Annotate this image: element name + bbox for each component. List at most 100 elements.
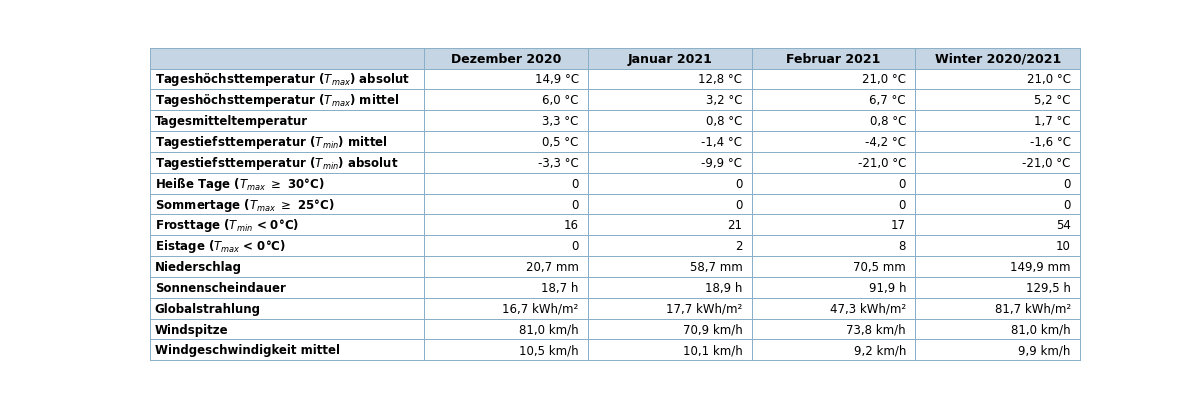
Text: 0,5 °C: 0,5 °C — [542, 136, 578, 149]
Text: Januar 2021: Januar 2021 — [628, 53, 713, 66]
Bar — [150, 319, 425, 340]
Bar — [150, 256, 425, 277]
Text: 81,0 km/h: 81,0 km/h — [1012, 323, 1070, 336]
Bar — [751, 236, 916, 256]
Text: 20,7 mm: 20,7 mm — [526, 260, 578, 273]
Text: 0: 0 — [899, 177, 906, 190]
Text: 8: 8 — [899, 240, 906, 253]
Text: 16,7 kWh/m²: 16,7 kWh/m² — [503, 302, 578, 315]
Bar — [425, 215, 588, 236]
Text: Tagestiefsttemperatur ($T_{min}$) absolut: Tagestiefsttemperatur ($T_{min}$) absolu… — [155, 154, 398, 171]
Bar — [751, 215, 916, 236]
Text: 3,2 °C: 3,2 °C — [706, 94, 743, 107]
Text: Windspitze: Windspitze — [155, 323, 228, 336]
Bar — [916, 132, 1080, 153]
Text: -1,6 °C: -1,6 °C — [1030, 136, 1070, 149]
Bar — [588, 173, 751, 194]
Bar — [588, 69, 751, 90]
Text: Niederschlag: Niederschlag — [155, 260, 241, 273]
Bar — [588, 298, 751, 319]
Bar — [916, 111, 1080, 132]
Text: 58,7 mm: 58,7 mm — [690, 260, 743, 273]
Text: 91,9 h: 91,9 h — [869, 281, 906, 294]
Text: 0: 0 — [736, 198, 743, 211]
Bar — [588, 194, 751, 215]
Text: -9,9 °C: -9,9 °C — [702, 156, 743, 169]
Text: Windgeschwindigkeit mittel: Windgeschwindigkeit mittel — [155, 343, 340, 356]
Bar — [751, 256, 916, 277]
Text: 81,0 km/h: 81,0 km/h — [520, 323, 578, 336]
Bar — [150, 194, 425, 215]
Text: 6,7 °C: 6,7 °C — [870, 94, 906, 107]
Text: 3,3 °C: 3,3 °C — [542, 115, 578, 128]
Text: Tageshöchsttemperatur ($T_{max}$) mittel: Tageshöchsttemperatur ($T_{max}$) mittel — [155, 92, 398, 109]
Bar — [916, 90, 1080, 111]
Text: Globalstrahlung: Globalstrahlung — [155, 302, 260, 315]
Text: 129,5 h: 129,5 h — [1026, 281, 1070, 294]
Bar — [425, 111, 588, 132]
Text: -4,2 °C: -4,2 °C — [865, 136, 906, 149]
Text: 47,3 kWh/m²: 47,3 kWh/m² — [830, 302, 906, 315]
Bar — [916, 236, 1080, 256]
Text: 0: 0 — [899, 198, 906, 211]
Bar — [425, 256, 588, 277]
Text: Heiße Tage ($T_{max}$ $\geq$ 30°C): Heiße Tage ($T_{max}$ $\geq$ 30°C) — [155, 175, 324, 192]
Bar — [751, 173, 916, 194]
Text: 21,0 °C: 21,0 °C — [862, 73, 906, 86]
Text: 0: 0 — [1063, 198, 1070, 211]
Text: Tagestiefsttemperatur ($T_{min}$) mittel: Tagestiefsttemperatur ($T_{min}$) mittel — [155, 134, 388, 151]
Text: -3,3 °C: -3,3 °C — [538, 156, 578, 169]
Bar — [150, 298, 425, 319]
Text: Tageshöchsttemperatur ($T_{max}$) absolut: Tageshöchsttemperatur ($T_{max}$) absolu… — [155, 71, 409, 88]
Text: 18,9 h: 18,9 h — [706, 281, 743, 294]
Text: 10: 10 — [1056, 240, 1070, 253]
Bar — [425, 340, 588, 360]
Bar — [751, 49, 916, 69]
Bar — [588, 256, 751, 277]
Text: -21,0 °C: -21,0 °C — [1022, 156, 1070, 169]
Text: 5,2 °C: 5,2 °C — [1034, 94, 1070, 107]
Bar — [588, 49, 751, 69]
Bar — [916, 153, 1080, 173]
Bar — [150, 69, 425, 90]
Text: 0,8 °C: 0,8 °C — [706, 115, 743, 128]
Bar — [751, 298, 916, 319]
Bar — [150, 236, 425, 256]
Text: 21,0 °C: 21,0 °C — [1027, 73, 1070, 86]
Text: 70,9 km/h: 70,9 km/h — [683, 323, 743, 336]
Bar — [916, 298, 1080, 319]
Text: 54: 54 — [1056, 219, 1070, 232]
Text: 0: 0 — [571, 240, 578, 253]
Bar — [425, 173, 588, 194]
Bar — [916, 277, 1080, 298]
Text: 2: 2 — [734, 240, 743, 253]
Bar — [588, 90, 751, 111]
Text: 6,0 °C: 6,0 °C — [542, 94, 578, 107]
Text: 81,7 kWh/m²: 81,7 kWh/m² — [995, 302, 1070, 315]
Text: 9,2 km/h: 9,2 km/h — [853, 343, 906, 356]
Text: 0: 0 — [571, 177, 578, 190]
Bar — [150, 132, 425, 153]
Bar — [425, 319, 588, 340]
Text: 1,7 °C: 1,7 °C — [1034, 115, 1070, 128]
Text: 18,7 h: 18,7 h — [541, 281, 578, 294]
Bar — [425, 236, 588, 256]
Bar — [150, 215, 425, 236]
Bar — [588, 215, 751, 236]
Bar — [425, 277, 588, 298]
Text: 149,9 mm: 149,9 mm — [1010, 260, 1070, 273]
Bar — [425, 90, 588, 111]
Bar — [150, 153, 425, 173]
Bar — [588, 111, 751, 132]
Bar — [150, 49, 425, 69]
Text: Frosttage ($T_{min}$ < 0°C): Frosttage ($T_{min}$ < 0°C) — [155, 217, 299, 234]
Text: 0: 0 — [571, 198, 578, 211]
Bar — [150, 111, 425, 132]
Bar — [751, 153, 916, 173]
Bar — [916, 194, 1080, 215]
Bar — [150, 340, 425, 360]
Text: 16: 16 — [564, 219, 578, 232]
Bar — [588, 277, 751, 298]
Bar — [588, 340, 751, 360]
Text: -1,4 °C: -1,4 °C — [702, 136, 743, 149]
